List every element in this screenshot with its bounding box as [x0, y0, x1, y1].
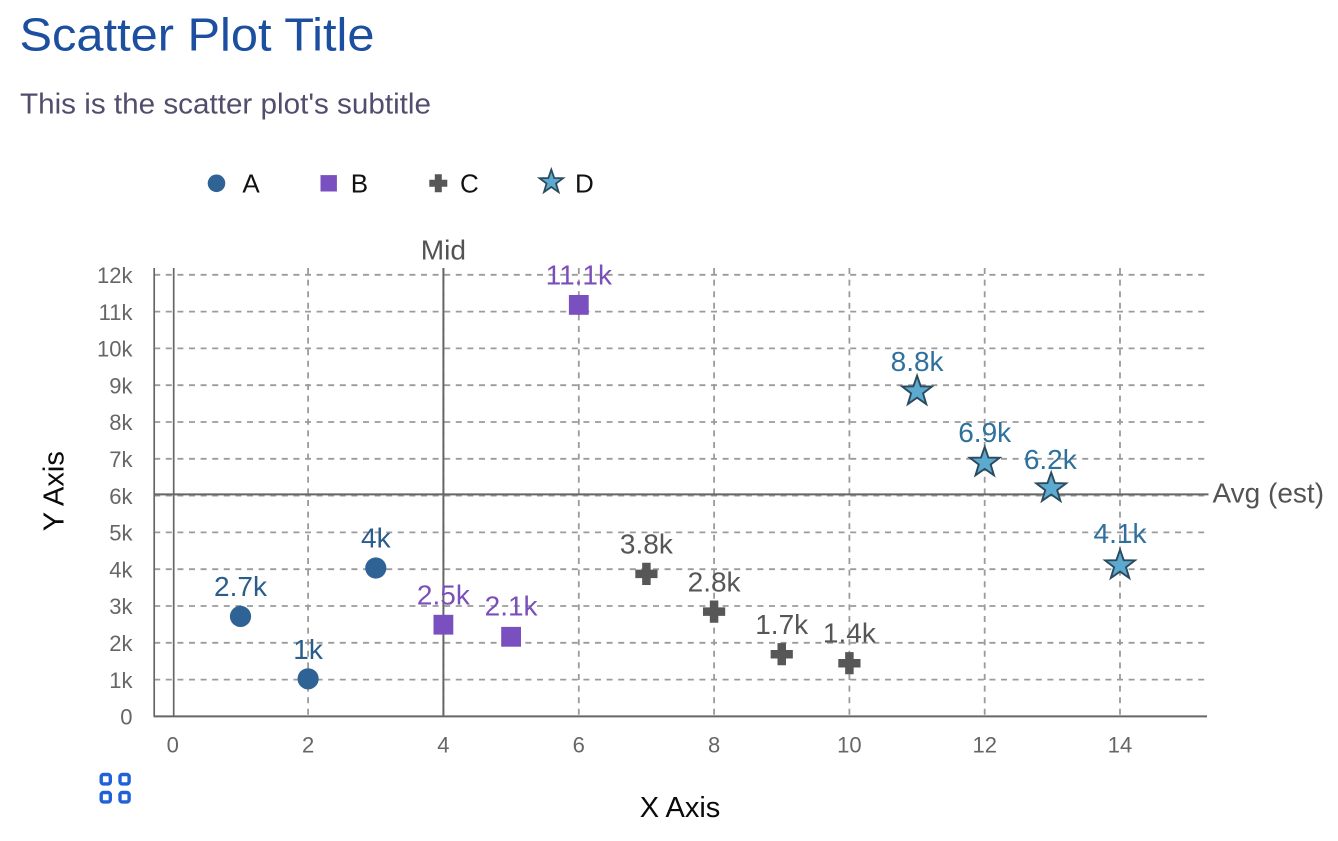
- svg-text:8.8k: 8.8k: [891, 346, 945, 377]
- svg-text:6.9k: 6.9k: [958, 417, 1012, 448]
- svg-text:4: 4: [437, 733, 449, 758]
- svg-text:1.7k: 1.7k: [755, 609, 809, 640]
- svg-text:6k: 6k: [109, 484, 133, 509]
- svg-text:10: 10: [837, 733, 861, 758]
- svg-text:9k: 9k: [109, 373, 133, 398]
- svg-text:4.1k: 4.1k: [1094, 518, 1148, 549]
- svg-text:7k: 7k: [109, 447, 133, 472]
- svg-text:C: C: [460, 169, 479, 199]
- svg-text:Y Axis: Y Axis: [39, 451, 71, 531]
- svg-text:X Axis: X Axis: [640, 792, 721, 824]
- svg-text:B: B: [351, 169, 368, 199]
- svg-text:10k: 10k: [97, 337, 133, 362]
- svg-text:3.8k: 3.8k: [620, 529, 674, 560]
- svg-text:Scatter Plot Title: Scatter Plot Title: [20, 9, 375, 61]
- svg-text:8: 8: [708, 733, 720, 758]
- svg-text:0: 0: [167, 733, 179, 758]
- svg-text:11.1k: 11.1k: [546, 260, 613, 291]
- svg-text:2: 2: [302, 733, 314, 758]
- svg-text:6: 6: [573, 733, 585, 758]
- svg-text:2.8k: 2.8k: [688, 566, 742, 597]
- svg-text:2.5k: 2.5k: [417, 580, 471, 611]
- svg-text:14: 14: [1108, 733, 1132, 758]
- svg-text:0: 0: [120, 705, 132, 730]
- svg-text:4k: 4k: [109, 557, 133, 582]
- svg-text:2.7k: 2.7k: [214, 571, 268, 602]
- svg-text:A: A: [242, 169, 260, 199]
- svg-text:12: 12: [972, 733, 996, 758]
- svg-text:11k: 11k: [99, 300, 134, 325]
- svg-text:12k: 12k: [97, 263, 133, 288]
- svg-text:6.2k: 6.2k: [1024, 444, 1078, 475]
- svg-text:8k: 8k: [109, 410, 133, 435]
- svg-text:5k: 5k: [109, 521, 133, 546]
- svg-text:This is the scatter plot's sub: This is the scatter plot's subtitle: [20, 89, 431, 121]
- svg-text:4k: 4k: [361, 523, 392, 554]
- svg-text:D: D: [575, 169, 594, 199]
- svg-text:2.1k: 2.1k: [485, 591, 539, 622]
- svg-text:3k: 3k: [109, 594, 133, 619]
- svg-text:1k: 1k: [293, 634, 324, 665]
- svg-text:1k: 1k: [109, 668, 133, 693]
- svg-text:1.4k: 1.4k: [823, 617, 877, 648]
- svg-text:Avg (est): Avg (est): [1213, 477, 1325, 508]
- svg-text:Mid: Mid: [421, 235, 466, 266]
- svg-text:2k: 2k: [109, 631, 133, 656]
